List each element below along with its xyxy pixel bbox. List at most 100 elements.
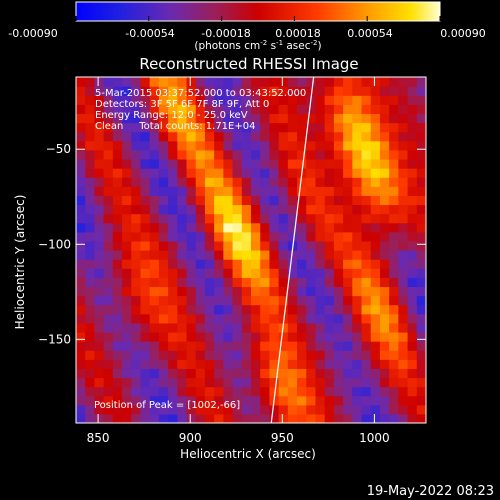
heatmap-cell xyxy=(379,113,390,124)
heatmap-cell xyxy=(407,359,418,369)
heatmap-cell xyxy=(131,213,142,224)
heatmap-cell xyxy=(370,322,381,333)
heatmap-cell xyxy=(389,113,399,124)
heatmap-cell xyxy=(379,413,390,423)
heatmap-cell xyxy=(306,222,317,233)
heatmap-cell xyxy=(389,359,399,369)
heatmap-cell xyxy=(269,131,280,142)
heatmap-cell xyxy=(158,104,169,115)
heatmap-cell xyxy=(223,386,234,397)
heatmap-cell xyxy=(241,259,252,269)
heatmap-cell xyxy=(260,413,271,423)
heatmap-cell xyxy=(398,158,409,169)
heatmap-cell xyxy=(352,104,363,115)
heatmap-cell xyxy=(361,240,372,251)
heatmap-cell xyxy=(76,122,86,133)
heatmap-cell xyxy=(94,186,105,196)
heatmap-cell xyxy=(241,304,252,315)
heatmap-cell xyxy=(85,268,96,278)
heatmap-cell xyxy=(186,404,197,415)
heatmap-cell xyxy=(131,395,142,406)
heatmap-cell xyxy=(94,158,105,169)
heatmap-cell xyxy=(361,77,372,87)
heatmap-cell xyxy=(241,286,252,297)
heatmap-cell xyxy=(407,131,418,142)
heatmap-cell xyxy=(370,386,381,397)
heatmap-cell xyxy=(131,304,142,315)
heatmap-cell xyxy=(131,295,142,306)
heatmap-cell xyxy=(306,213,317,224)
heatmap-cell xyxy=(333,250,344,260)
heatmap-cell xyxy=(333,77,344,87)
heatmap-cell xyxy=(158,204,169,215)
heatmap-cell xyxy=(297,395,307,406)
heatmap-cell xyxy=(214,204,224,215)
heatmap-cell xyxy=(177,395,188,406)
heatmap-cell xyxy=(379,149,390,160)
heatmap-cell xyxy=(260,222,271,233)
heatmap-cell xyxy=(94,195,105,206)
heatmap-cell xyxy=(223,359,234,369)
heatmap-cell xyxy=(223,322,234,333)
heatmap-cell xyxy=(361,259,372,269)
heatmap-cell xyxy=(389,131,399,142)
heatmap-cell xyxy=(343,95,353,105)
heatmap-cell xyxy=(168,204,178,215)
heatmap-cell xyxy=(76,359,86,369)
heatmap-cell xyxy=(223,104,234,115)
plot-frame xyxy=(75,76,427,424)
heatmap-cell xyxy=(195,277,206,288)
heatmap-cell xyxy=(103,322,114,333)
heatmap-cell xyxy=(241,149,252,160)
heatmap-cell xyxy=(315,341,326,351)
heatmap-cell xyxy=(158,413,169,423)
heatmap-cell xyxy=(223,213,234,224)
heatmap-cell xyxy=(223,186,234,196)
heatmap-cell xyxy=(186,322,197,333)
heatmap-cell xyxy=(306,204,317,215)
heatmap-cell xyxy=(306,177,317,187)
heatmap-cell xyxy=(343,149,353,160)
heatmap-cell xyxy=(333,368,344,379)
heatmap-cell xyxy=(76,177,86,187)
heatmap-cell xyxy=(370,186,381,196)
heatmap-cell xyxy=(389,195,399,206)
heatmap-cell xyxy=(158,341,169,351)
heatmap-cell xyxy=(407,295,418,306)
heatmap-cell xyxy=(232,213,243,224)
heatmap-cell xyxy=(149,350,160,360)
heatmap-cell xyxy=(195,86,206,96)
heatmap-cell xyxy=(379,140,390,151)
heatmap-cell xyxy=(278,359,289,369)
heatmap-cell xyxy=(158,140,169,151)
heatmap-cell xyxy=(177,95,188,105)
heatmap-cell xyxy=(343,277,353,288)
heatmap-cell xyxy=(306,395,317,406)
heatmap-cell xyxy=(306,304,317,315)
heatmap-cell xyxy=(195,140,206,151)
heatmap-cell xyxy=(214,395,224,406)
heatmap-cell xyxy=(389,168,399,178)
heatmap-cell xyxy=(269,359,280,369)
heatmap-cell xyxy=(149,186,160,196)
heatmap-cell xyxy=(398,331,409,342)
heatmap-cell xyxy=(343,368,353,379)
heatmap-cell xyxy=(389,386,399,397)
heatmap-cell xyxy=(223,304,234,315)
heatmap-cell xyxy=(278,331,289,342)
heatmap-cell xyxy=(94,295,105,306)
heatmap-cell xyxy=(343,186,353,196)
heatmap-cell xyxy=(361,140,372,151)
colorbar-tick-label-3: 0.00018 xyxy=(275,27,321,40)
heatmap-cell xyxy=(204,140,215,151)
heatmap-cell xyxy=(379,286,390,297)
heatmap-cell xyxy=(315,268,326,278)
heatmap-cell xyxy=(278,286,289,297)
heatmap-cell xyxy=(168,286,178,297)
heatmap-cell xyxy=(85,313,96,324)
heatmap-cell xyxy=(94,386,105,397)
heatmap-cell xyxy=(195,322,206,333)
heatmap-cell xyxy=(158,322,169,333)
heatmap-cell xyxy=(297,213,307,224)
heatmap-cell xyxy=(260,86,271,96)
